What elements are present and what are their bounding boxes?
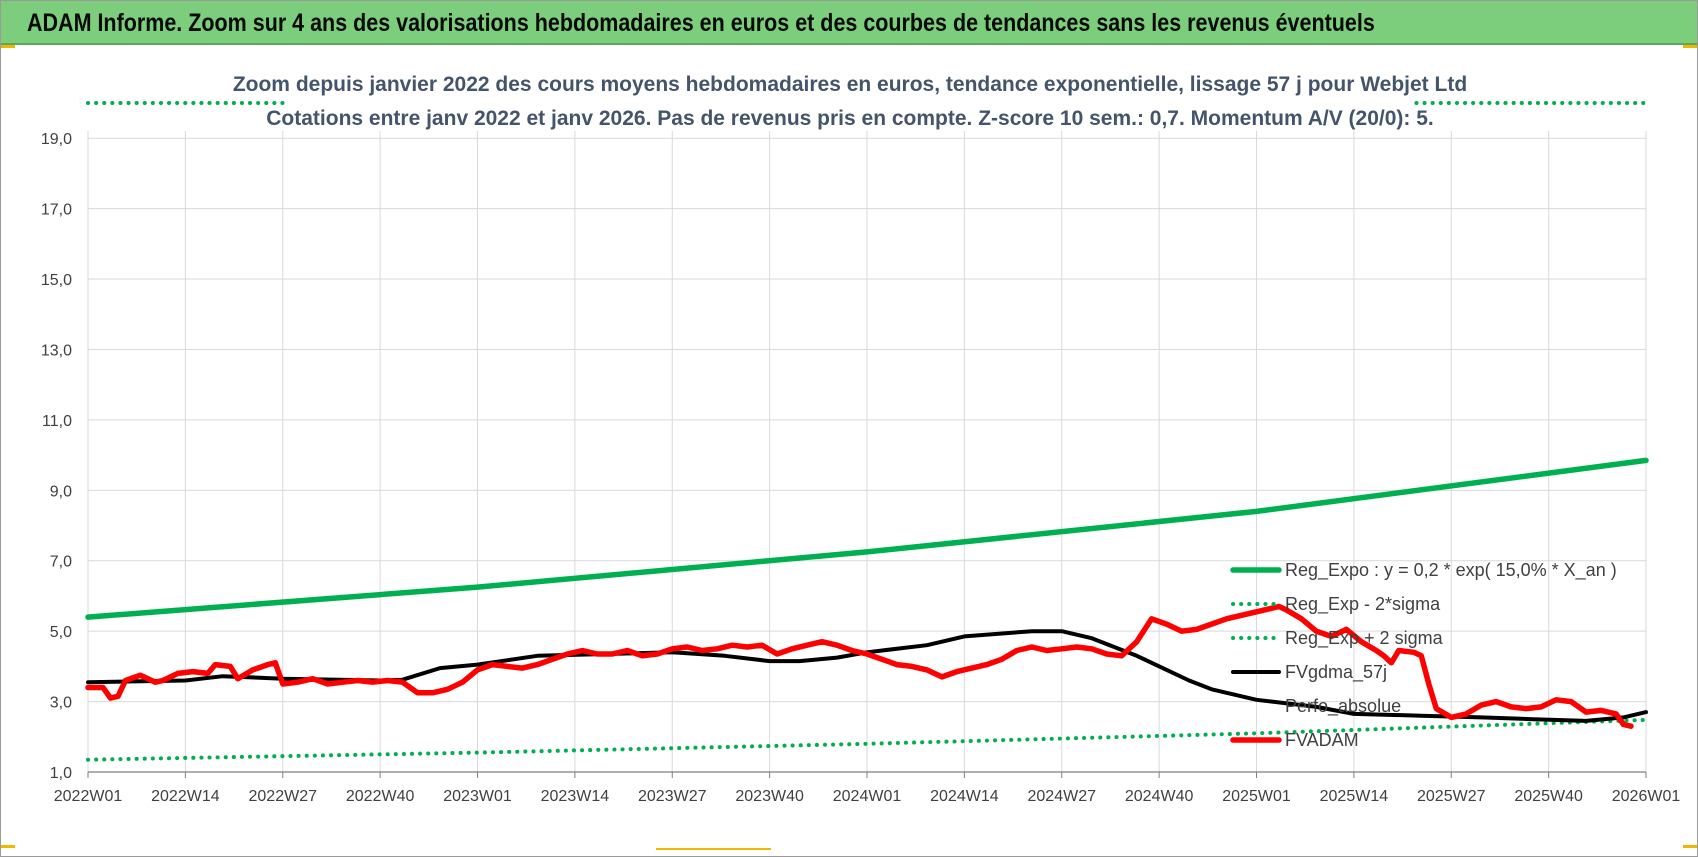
reg-exp-minus-2sigma-line [86,717,1648,762]
x-tick-label: 2022W01 [54,788,123,805]
grid-lines [87,131,1647,773]
y-axis-ticks: 1,0 3,0 5,0 7,0 9,0 11,0 13,0 15,0 17,0 19,0 [41,131,72,782]
y-tick-label: 13,0 [41,342,72,359]
corner-mark-bottom-right [1683,845,1697,848]
y-tick-label: 7,0 [50,554,72,571]
x-tick-label: 2025W27 [1417,788,1486,805]
x-tick-label: 2022W40 [346,788,415,805]
x-tick-label: 2023W27 [638,788,707,805]
x-tick-label: 2024W27 [1028,788,1097,805]
corner-mark-top-left [1,45,15,48]
x-tick-label: 2023W01 [443,788,512,805]
legend-label: Reg_Expo : y = 0,2 * exp( 15,0% * X_an ) [1285,560,1617,581]
y-tick-label: 11,0 [42,413,72,430]
y-tick-label: 9,0 [50,483,72,500]
x-tick-label: 2023W14 [541,788,610,805]
y-tick-label: 15,0 [41,272,72,289]
x-tick-label: 2022W14 [151,788,220,805]
y-tick-label: 19,0 [41,131,72,148]
page-title: ADAM Informe. Zoom sur 4 ans des valoris… [27,9,1375,37]
y-tick-label: 1,0 [50,765,72,782]
x-tick-label: 2024W14 [930,788,999,805]
legend: Reg_Expo : y = 0,2 * exp( 15,0% * X_an )… [1230,560,1617,750]
y-tick-label: 17,0 [41,202,72,219]
x-axis-ticks: 2022W01 2022W14 2022W27 2022W40 2023W01 2023W… [54,771,1681,805]
chart-title-line-2: Cotations entre janv 2022 et janv 2026. … [266,107,1434,130]
x-tick-label: 2023W40 [735,788,804,805]
corner-mark-top-right [1683,45,1697,48]
x-tick-label: 2024W01 [833,788,902,805]
reg-expo-line [85,457,1649,620]
y-tick-label: 3,0 [50,695,72,712]
x-tick-label: 2024W40 [1125,788,1194,805]
legend-label: Perfo_absolue [1285,696,1401,717]
x-tick-label: 2026W01 [1612,788,1681,805]
legend-label: Reg_Exp - 2*sigma [1285,594,1441,615]
title-background [286,69,1414,129]
legend-label: FVgdma_57j [1285,662,1387,683]
legend-label: FVADAM [1285,730,1359,750]
y-tick-label: 5,0 [50,624,72,641]
x-tick-label: 2025W01 [1222,788,1291,805]
fvadam-line [85,603,1634,729]
corner-mark-bottom-left [1,845,15,848]
x-tick-label: 2025W14 [1320,788,1389,805]
header-bar: ADAM Informe. Zoom sur 4 ans des valoris… [1,1,1697,45]
fvgdma-57j-line [86,629,1648,723]
bottom-accent-mark [656,848,771,850]
x-tick-label: 2025W40 [1514,788,1583,805]
chart-title-line-1: Zoom depuis janvier 2022 des cours moyen… [233,73,1467,96]
x-tick-label: 2022W27 [249,788,318,805]
legend-label: Reg_Exp + 2 sigma [1285,628,1444,649]
